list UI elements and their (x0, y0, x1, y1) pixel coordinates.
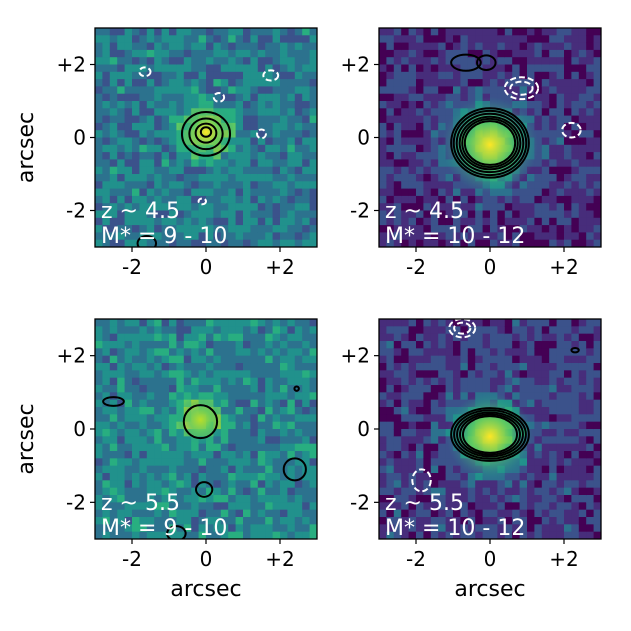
contour-positive (463, 120, 517, 166)
contour-positive (476, 54, 497, 71)
contour-positive (188, 117, 224, 151)
x-tick-label: 0 (200, 255, 213, 279)
x-tick-label: 0 (200, 547, 213, 571)
y-tick-label: -2 (350, 199, 370, 223)
contour-positive (450, 53, 482, 72)
contour-negative (197, 197, 208, 206)
x-tick-label: -2 (406, 547, 426, 571)
y-tick-label: 0 (357, 126, 370, 150)
panel-bottom-right: -2 0 +2 -2 0 +2 arcsec z ~ 5.5M* = 10 - 12 (341, 318, 602, 602)
x-tick-label: 0 (484, 255, 497, 279)
y-tick-label: 0 (357, 417, 370, 441)
y-tick-label: +2 (57, 53, 86, 77)
panel-top-left: -2 0 +2 -2 0 +2 arcsec z ~ 4.5M* = 9 - 10 (14, 27, 318, 279)
contour-positive (456, 411, 524, 458)
contour-positive (450, 407, 530, 462)
y-tick-label: +2 (341, 53, 370, 77)
contour-positive (458, 115, 522, 171)
contour-positive (452, 109, 528, 177)
contour-positive (453, 409, 527, 460)
x-tick-label: 0 (484, 547, 497, 571)
y-tick-label: -2 (66, 199, 86, 223)
mass-label: M* = 9 - 10 (101, 224, 227, 249)
contour-positive (136, 235, 158, 247)
y-axis-label: arcsec (14, 403, 39, 474)
contour-positive (459, 413, 521, 456)
contour-positive (461, 415, 519, 454)
contour-negative (561, 121, 582, 139)
contour-positive (282, 457, 307, 482)
contour-negative (411, 468, 432, 493)
contour-positive (102, 396, 125, 407)
contour-positive (293, 385, 300, 392)
contour-negative (262, 69, 280, 82)
y-tick-label: +2 (57, 344, 86, 368)
x-tick-label: +2 (265, 547, 294, 571)
x-axis-label: arcsec (454, 577, 525, 602)
redshift-label: z ~ 4.5 (101, 199, 180, 224)
contour-positive (199, 126, 213, 138)
contour-positive (455, 112, 525, 174)
x-tick-label: -2 (122, 255, 142, 279)
heatmap-image (95, 319, 317, 539)
mass-label: M* = 9 - 10 (101, 516, 227, 541)
heatmap-image (379, 319, 601, 539)
contour-negative (453, 321, 472, 335)
x-tick-label: -2 (406, 255, 426, 279)
contour-positive (195, 481, 214, 498)
y-tick-label: +2 (341, 344, 370, 368)
heatmap-image (379, 28, 601, 247)
mass-label: M* = 10 - 12 (385, 224, 525, 249)
contour-positive (180, 110, 232, 157)
contour-positive (461, 117, 519, 169)
contour-negative (448, 319, 477, 339)
y-tick-label: 0 (73, 126, 86, 150)
mass-label: M* = 10 - 12 (385, 516, 525, 541)
contour-negative (138, 66, 152, 78)
contour-positive (570, 346, 580, 354)
x-tick-label: +2 (265, 255, 294, 279)
contour-negative (503, 76, 540, 101)
y-tick-label: -2 (66, 490, 86, 514)
x-tick-label: +2 (549, 255, 578, 279)
contour-negative (212, 91, 226, 103)
heatmap-image (95, 28, 317, 247)
y-tick-label: 0 (73, 417, 86, 441)
contour-positive (166, 525, 187, 539)
y-tick-label: -2 (350, 490, 370, 514)
redshift-label: z ~ 5.5 (101, 491, 180, 516)
contour-positive (194, 122, 218, 144)
contour-negative (509, 80, 534, 96)
redshift-label: z ~ 5.5 (385, 491, 464, 516)
contour-positive (182, 404, 219, 440)
contour-positive (450, 107, 530, 179)
y-axis-label: arcsec (14, 112, 39, 183)
source-glow (177, 103, 235, 161)
x-axis-label: arcsec (170, 577, 241, 602)
redshift-label: z ~ 4.5 (385, 199, 464, 224)
x-tick-label: +2 (549, 547, 578, 571)
x-tick-label: -2 (122, 547, 142, 571)
contour-negative (256, 128, 267, 140)
panel-bottom-left: -2 0 +2 -2 0 +2 arcsec arcsec z ~ 5.5M* = 9 - 10 (14, 318, 318, 602)
source-glow (441, 96, 539, 193)
panel-top-right: -2 0 +2 -2 0 +2 z ~ 4.5M* = 10 - 12 (341, 27, 602, 279)
